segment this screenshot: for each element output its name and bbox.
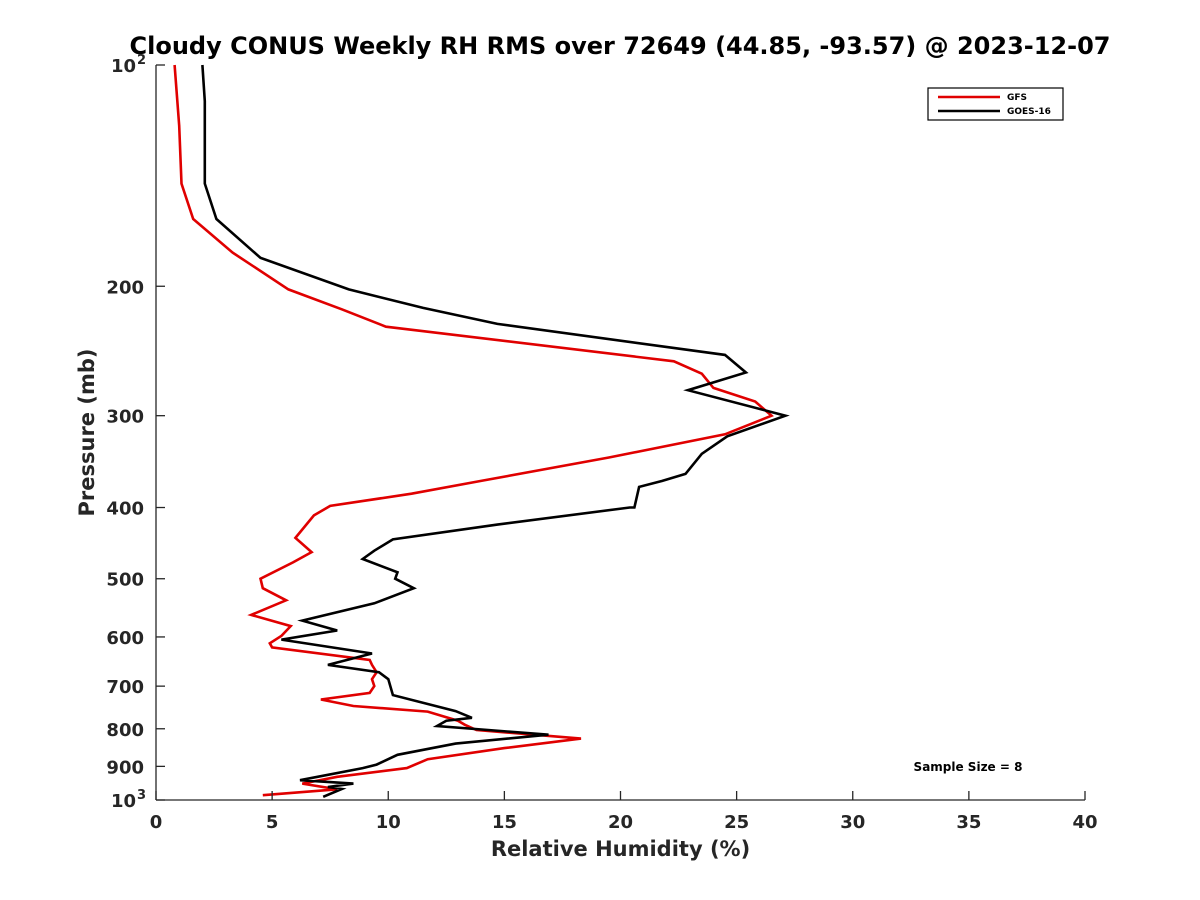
x-axis-ticks: 0 5 10 15 20 25 30 35 40 xyxy=(150,791,1098,833)
y-tick-label: 10 xyxy=(111,56,136,77)
x-tick-label: 25 xyxy=(724,812,749,833)
x-tick-label: 0 xyxy=(150,812,163,833)
legend-label: GOES-16 xyxy=(1007,107,1051,117)
legend-box xyxy=(927,87,1064,121)
y-tick-label: 10 xyxy=(111,791,136,812)
y-tick-exponent: 2 xyxy=(137,53,146,68)
y-tick-label: 300 xyxy=(106,407,144,428)
legend: GFS GOES-16 xyxy=(927,87,1064,121)
y-tick-label: 400 xyxy=(106,499,144,520)
y-tick-label: 900 xyxy=(106,757,144,778)
y-tick-label: 200 xyxy=(106,277,144,298)
x-tick-label: 40 xyxy=(1072,812,1097,833)
y-axis-label: Pressure (mb) xyxy=(75,349,99,517)
y-tick-label: 500 xyxy=(106,570,144,591)
legend-label: GFS xyxy=(1007,93,1027,103)
y-tick-exponent: 3 xyxy=(137,788,146,803)
series-line-gfs xyxy=(173,64,774,797)
x-axis-label: Relative Humidity (%) xyxy=(491,837,750,861)
x-tick-label: 15 xyxy=(492,812,517,833)
chart-title: Cloudy CONUS Weekly RH RMS over 72649 (4… xyxy=(130,32,1111,60)
sample-size-annotation: Sample Size = 8 xyxy=(914,760,1023,774)
x-tick-label: 30 xyxy=(840,812,865,833)
axes xyxy=(155,65,1085,801)
x-tick-label: 20 xyxy=(608,812,633,833)
plot-lines xyxy=(173,64,790,798)
y-tick-label: 800 xyxy=(106,720,144,741)
y-tick-label: 600 xyxy=(106,628,144,649)
y-tick-label: 700 xyxy=(106,677,144,698)
x-tick-label: 10 xyxy=(376,812,401,833)
x-tick-label: 35 xyxy=(956,812,981,833)
series-line-goes-16 xyxy=(201,64,790,798)
x-tick-label: 5 xyxy=(266,812,279,833)
